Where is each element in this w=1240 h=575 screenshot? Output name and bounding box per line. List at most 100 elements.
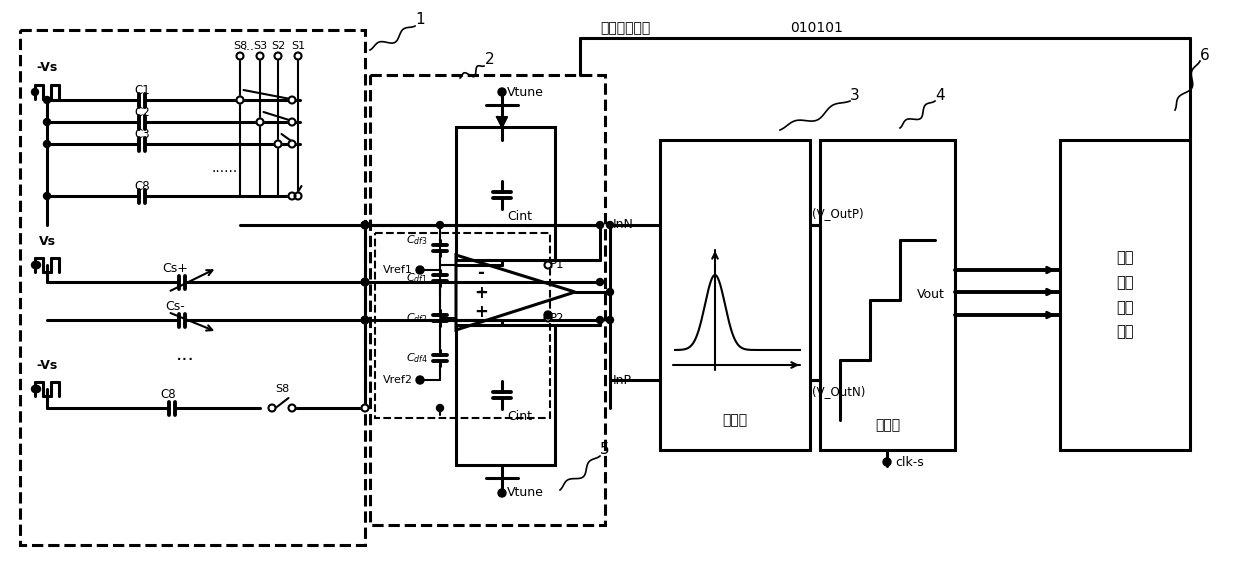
Circle shape (606, 289, 614, 296)
Circle shape (596, 221, 604, 228)
Circle shape (362, 278, 368, 286)
Circle shape (436, 404, 444, 412)
Circle shape (596, 316, 604, 324)
Circle shape (43, 118, 51, 125)
Text: -: - (477, 283, 485, 301)
Circle shape (289, 97, 295, 104)
Circle shape (362, 221, 368, 228)
Text: C8: C8 (160, 388, 176, 401)
Text: (V_OutP): (V_OutP) (812, 207, 863, 220)
Text: P1: P1 (551, 259, 564, 271)
Circle shape (257, 118, 263, 125)
Bar (374, 233, 551, 418)
Bar (370, 75, 605, 525)
Text: Cint: Cint (507, 410, 532, 423)
Circle shape (544, 315, 552, 321)
Circle shape (498, 88, 506, 96)
Text: P2: P2 (551, 312, 564, 324)
Circle shape (43, 193, 51, 200)
Text: ...: ... (243, 40, 255, 53)
Text: -: - (477, 264, 485, 282)
Text: Vref2: Vref2 (383, 375, 413, 385)
Text: Vout: Vout (918, 289, 945, 301)
Bar (820, 140, 955, 450)
Circle shape (43, 97, 51, 104)
Circle shape (257, 52, 263, 59)
Text: -Vs: -Vs (36, 359, 57, 372)
Text: Vtune: Vtune (507, 486, 544, 500)
Text: clk-s: clk-s (895, 455, 924, 469)
Circle shape (415, 376, 424, 384)
Text: 量化器: 量化器 (875, 418, 900, 432)
Circle shape (295, 52, 301, 59)
Text: S8: S8 (275, 384, 289, 394)
Circle shape (33, 262, 41, 269)
Text: 3: 3 (851, 87, 859, 102)
Text: -Vs: -Vs (36, 61, 57, 74)
Circle shape (289, 404, 295, 412)
Text: ......: ...... (212, 161, 238, 175)
Polygon shape (497, 117, 507, 127)
Bar (660, 140, 810, 450)
Circle shape (362, 278, 368, 286)
Circle shape (362, 221, 368, 228)
Circle shape (362, 316, 368, 324)
Circle shape (237, 52, 243, 59)
Circle shape (606, 221, 614, 228)
Text: C8: C8 (134, 180, 150, 193)
Bar (456, 127, 556, 260)
Text: Vref1: Vref1 (383, 265, 413, 275)
Circle shape (31, 262, 38, 269)
Text: 反馈控制码流: 反馈控制码流 (600, 21, 650, 35)
Circle shape (544, 311, 552, 319)
Text: Cs+: Cs+ (162, 262, 188, 275)
Circle shape (274, 140, 281, 148)
Circle shape (596, 278, 604, 286)
Circle shape (606, 316, 614, 324)
Text: C2: C2 (134, 106, 150, 119)
Text: S3: S3 (253, 41, 267, 51)
Circle shape (289, 140, 295, 148)
Circle shape (295, 193, 301, 200)
Text: $C_{df1}$: $C_{df1}$ (407, 271, 428, 285)
Text: Vtune: Vtune (507, 86, 544, 98)
Text: 2: 2 (485, 52, 495, 67)
Text: Cint: Cint (507, 210, 532, 223)
Text: $C_{df3}$: $C_{df3}$ (407, 233, 428, 247)
Text: S8: S8 (233, 41, 247, 51)
Text: 4: 4 (935, 87, 945, 102)
Text: 6: 6 (1200, 48, 1210, 63)
Text: ...: ... (176, 346, 195, 365)
Text: InN: InN (613, 218, 634, 232)
Circle shape (237, 97, 243, 104)
Text: 1: 1 (415, 13, 425, 28)
Circle shape (498, 489, 506, 497)
Text: (V_OutN): (V_OutN) (812, 385, 866, 398)
Text: $C_{df2}$: $C_{df2}$ (407, 311, 428, 325)
Circle shape (269, 404, 275, 412)
Text: S2: S2 (270, 41, 285, 51)
Text: 谐振器: 谐振器 (723, 413, 748, 427)
Bar (1060, 140, 1190, 450)
Circle shape (289, 193, 295, 200)
Text: +: + (474, 284, 487, 302)
Text: Cs-: Cs- (165, 300, 185, 313)
Circle shape (362, 316, 368, 324)
Circle shape (43, 140, 51, 148)
Text: C3: C3 (134, 128, 150, 141)
Circle shape (436, 221, 444, 228)
Circle shape (274, 52, 281, 59)
Circle shape (289, 118, 295, 125)
Text: 010101: 010101 (790, 21, 843, 35)
Text: S1: S1 (291, 41, 305, 51)
Circle shape (883, 458, 892, 466)
Circle shape (362, 404, 368, 412)
Circle shape (544, 262, 552, 269)
Circle shape (31, 89, 38, 95)
Text: 5: 5 (600, 443, 610, 458)
Text: $C_{df4}$: $C_{df4}$ (405, 351, 428, 365)
Text: InP: InP (613, 374, 632, 386)
Circle shape (33, 385, 41, 393)
Text: +: + (474, 303, 487, 321)
Circle shape (31, 385, 38, 393)
